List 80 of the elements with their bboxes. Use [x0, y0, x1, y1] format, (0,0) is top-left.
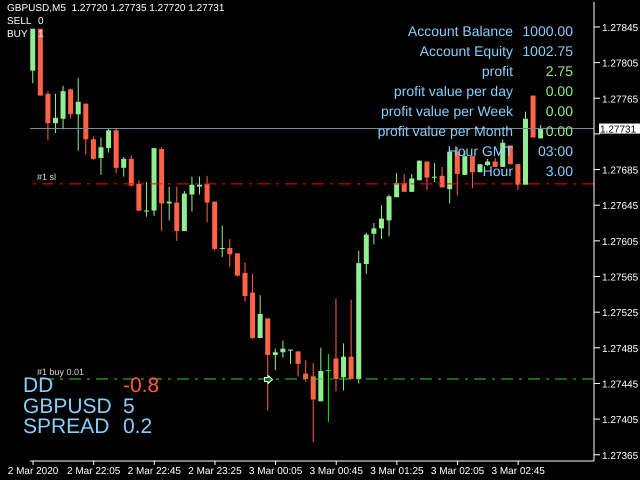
- x-tick-label: 3 Mar 01:25: [370, 466, 424, 478]
- candlestick: [227, 238, 232, 268]
- annotation: profit value per Week: [380, 103, 513, 120]
- candlestick: [394, 172, 400, 198]
- candlestick: [189, 176, 194, 212]
- annotation: Hour: [482, 163, 513, 180]
- x-tick-label: 2 Mar 23:25: [188, 466, 242, 478]
- candlestick: [288, 349, 293, 364]
- annotation: Account Equity: [420, 43, 513, 60]
- candlestick: [515, 164, 520, 191]
- x-tick-label: 3 Mar 00:45: [310, 466, 364, 478]
- y-tick-label: 1.27765: [602, 94, 639, 106]
- candlestick: [348, 299, 354, 380]
- candlestick: [378, 204, 384, 240]
- candlestick: [121, 156, 126, 178]
- candlestick: [144, 182, 149, 218]
- candlestick: [52, 93, 58, 134]
- candlestick: [326, 354, 331, 422]
- candlestick: [166, 186, 172, 221]
- y-tick-label: 1.27365: [602, 450, 639, 462]
- annotation: 0.00: [546, 83, 573, 100]
- candlestick: [197, 176, 202, 196]
- candlestick: [538, 124, 544, 139]
- y-tick-label: 1.27525: [602, 308, 639, 320]
- annotation: 1: [38, 29, 44, 40]
- annotation: profit value per day: [394, 83, 513, 100]
- candlestick: [98, 136, 104, 176]
- y-tick-label: 1.27805: [602, 58, 639, 70]
- candlestick: [371, 222, 376, 245]
- candlestick: [341, 342, 346, 392]
- candlestick: [234, 252, 240, 278]
- x-tick-label: 3 Mar 02:05: [430, 466, 485, 478]
- x-tick-label: 3 Mar 00:05: [248, 466, 303, 478]
- annotation: 1000.00: [522, 23, 573, 40]
- annotation: SELL: [7, 16, 32, 28]
- annotation: Account Balance: [408, 23, 513, 40]
- annotation: 0.00: [546, 103, 573, 120]
- annotation: 03:00: [538, 143, 573, 160]
- annotation: 0.2: [123, 415, 152, 440]
- y-tick-label: 1.27685: [602, 166, 639, 177]
- candlestick: [424, 161, 430, 191]
- candlestick: [90, 136, 96, 160]
- candlestick: [402, 174, 407, 192]
- candlestick: [310, 362, 316, 443]
- candlestick: [220, 225, 225, 258]
- candlestick: [242, 262, 248, 302]
- annotation: 3.00: [546, 163, 573, 180]
- y-tick-label: 1.27445: [602, 379, 639, 390]
- candlestick: [440, 166, 445, 188]
- candlestick: [76, 77, 81, 152]
- x-tick-label: 2 Mar 2020: [8, 466, 59, 478]
- y-tick-label: 1.27405: [602, 415, 639, 426]
- y-tick-label: 1.27845: [602, 22, 639, 34]
- annotation: SPREAD: [23, 415, 110, 440]
- candlestick: [204, 175, 210, 223]
- x-tick-label: 2 Mar 22:05: [66, 466, 121, 478]
- annotation: 0: [38, 16, 44, 28]
- annotation: 1002.75: [522, 43, 573, 60]
- candlestick: [280, 340, 286, 358]
- annotation: profit: [482, 63, 513, 80]
- candlestick: [432, 162, 438, 183]
- text: BUY: [7, 29, 28, 40]
- candlestick: [106, 128, 112, 154]
- x-tick-label: 2 Mar 22:45: [128, 466, 182, 478]
- candlestick: [416, 160, 422, 181]
- y-tick-label: 1.27485: [602, 344, 639, 355]
- candlestick: [296, 350, 301, 377]
- y-tick-label: 1.27645: [602, 201, 639, 212]
- ref-line-label: #1 sl: [37, 172, 56, 182]
- candlestick: [409, 174, 414, 192]
- x-tick-label: 3 Mar 02:45: [492, 466, 546, 478]
- candlestick: [303, 360, 308, 382]
- candlestick: [470, 156, 475, 189]
- ref-line-label: 1.27731: [600, 124, 637, 136]
- annotation: 2.75: [546, 63, 573, 80]
- candlestick: [272, 348, 278, 371]
- candlestick: [333, 298, 338, 392]
- y-tick-label: 1.27565: [602, 272, 639, 284]
- chart-title: GBPUSD,M5 1.27720 1.27735 1.27720 1.27731: [7, 3, 224, 14]
- y-tick-label: 1.27605: [602, 236, 639, 248]
